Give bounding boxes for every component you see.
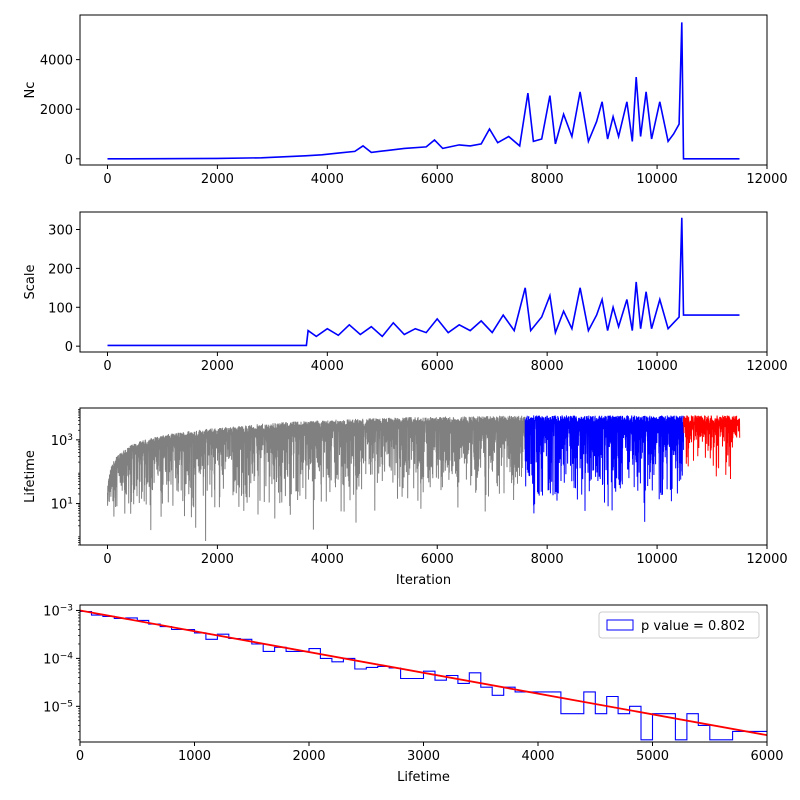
y-axis-label: Scale bbox=[23, 265, 38, 300]
legend: p value = 0.802 bbox=[598, 611, 760, 639]
x-tick-label: 2000 bbox=[201, 552, 234, 567]
plot-frame bbox=[79, 211, 768, 353]
x-tick-label: 4000 bbox=[311, 172, 344, 187]
x-tick-label: 10000 bbox=[636, 172, 677, 187]
legend-swatch bbox=[606, 619, 634, 631]
x-tick-label: 10000 bbox=[636, 359, 677, 374]
x-tick-label: 0 bbox=[76, 749, 84, 764]
y-axis-label: Lifetime bbox=[23, 450, 38, 503]
subplot-4: 0 1000 2000 3000 4000 5000 6000 Lifetime p value… bbox=[76, 604, 784, 785]
x-tick-label: 4000 bbox=[521, 749, 554, 764]
y-tick-label: 4000 bbox=[40, 54, 73, 69]
y-tick-label: 0 bbox=[65, 153, 73, 168]
x-tick-label: 6000 bbox=[750, 749, 783, 764]
subplot-2: 0 2000 4000 6000 8000 10000 12000 0 100 200 300 Sca… bbox=[23, 211, 788, 374]
x-tick-label: 0 bbox=[103, 359, 111, 374]
x-tick-label: 6000 bbox=[421, 552, 454, 567]
x-tick-label: 4000 bbox=[311, 552, 344, 567]
x-tick-label: 2000 bbox=[201, 359, 234, 374]
y-tick-label: 2000 bbox=[40, 103, 73, 118]
legend-label: p value = 0.802 bbox=[641, 619, 745, 634]
y-tick-label: 10−4 bbox=[43, 651, 73, 667]
x-tick-label: 8000 bbox=[531, 552, 564, 567]
x-tick-label: 0 bbox=[103, 172, 111, 187]
series-line bbox=[107, 22, 740, 160]
x-tick-label: 1000 bbox=[178, 749, 211, 764]
subplot-3: 0 2000 4000 6000 8000 10000 12000 Lifetime Itera… bbox=[23, 407, 788, 588]
x-tick-label: 0 bbox=[103, 552, 111, 567]
y-tick-label: 100 bbox=[48, 301, 73, 316]
x-tick-label: 8000 bbox=[531, 172, 564, 187]
lifetime-trace bbox=[107, 415, 526, 542]
x-tick-label: 10000 bbox=[636, 552, 677, 567]
y-axis-label: Nc bbox=[23, 82, 38, 99]
fit-line bbox=[80, 609, 767, 737]
x-axis-label: Lifetime bbox=[397, 770, 450, 785]
lifetime-trace bbox=[524, 415, 685, 522]
x-tick-label: 6000 bbox=[421, 359, 454, 374]
y-tick-label: 103 bbox=[51, 433, 73, 449]
y-tick-label: 101 bbox=[51, 497, 73, 513]
x-tick-label: 12000 bbox=[746, 552, 787, 567]
histogram-step bbox=[80, 610, 767, 741]
x-tick-label: 12000 bbox=[746, 359, 787, 374]
y-tick-label: 200 bbox=[48, 262, 73, 277]
series-line bbox=[107, 217, 740, 347]
y-tick-label: 300 bbox=[48, 224, 73, 239]
x-tick-label: 5000 bbox=[636, 749, 669, 764]
x-tick-label: 2000 bbox=[201, 172, 234, 187]
legend-box bbox=[598, 611, 760, 639]
x-tick-label: 12000 bbox=[746, 172, 787, 187]
x-tick-label: 8000 bbox=[531, 359, 564, 374]
x-tick-label: 4000 bbox=[311, 359, 344, 374]
y-tick-label: 10−3 bbox=[43, 603, 73, 619]
x-tick-label: 3000 bbox=[407, 749, 440, 764]
y-tick-label: 10−5 bbox=[43, 699, 73, 715]
y-tick-label: 0 bbox=[65, 340, 73, 355]
lifetime-trace bbox=[683, 415, 741, 480]
x-tick-label: 6000 bbox=[421, 172, 454, 187]
plot-frame bbox=[79, 14, 768, 166]
x-tick-label: 2000 bbox=[292, 749, 325, 764]
x-axis-label: Iteration bbox=[396, 573, 451, 588]
